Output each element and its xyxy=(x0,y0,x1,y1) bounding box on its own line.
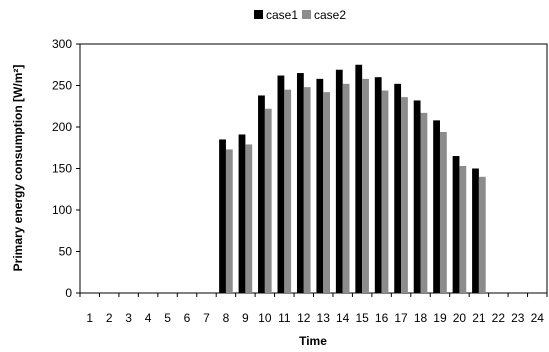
bar-case2-16 xyxy=(381,90,389,293)
x-tick-label: 6 xyxy=(184,311,191,325)
x-tick-label: 16 xyxy=(375,311,389,325)
legend-swatch-case1 xyxy=(254,10,263,19)
x-tick-label: 15 xyxy=(355,311,369,325)
bar-case2-15 xyxy=(362,78,369,293)
x-tick-label: 20 xyxy=(453,311,467,325)
x-tick-label: 13 xyxy=(317,311,331,325)
bar-case2-21 xyxy=(478,176,486,293)
y-axis: 0 50 100 150 200 250 300 xyxy=(52,37,80,300)
x-tick-label: 23 xyxy=(511,311,525,325)
bar-case1-13 xyxy=(316,78,324,293)
bar-case2-20 xyxy=(459,166,467,293)
bar-case2-12 xyxy=(303,87,311,293)
bar-case1-11 xyxy=(277,75,285,293)
x-tick-label: 8 xyxy=(223,311,230,325)
x-tick-label: 1 xyxy=(86,311,93,325)
bar-case2-18 xyxy=(420,112,428,293)
x-tick-label: 22 xyxy=(492,311,506,325)
x-tick-label: 9 xyxy=(242,311,249,325)
x-tick-label: 11 xyxy=(278,311,291,325)
x-tick-label: 17 xyxy=(394,311,408,325)
x-tick-label: 18 xyxy=(414,311,428,325)
bar-case2-14 xyxy=(342,83,350,293)
x-tick-label: 10 xyxy=(258,311,272,325)
x-tick-label: 12 xyxy=(297,311,311,325)
bar-case1-8 xyxy=(219,139,226,293)
y-tick-label: 100 xyxy=(52,203,72,217)
bar-case1-16 xyxy=(374,77,382,293)
y-tick-label: 200 xyxy=(52,120,72,134)
y-axis-title: Primary energy consumption [W/m²] xyxy=(11,65,25,272)
legend-label-case1: case1 xyxy=(266,8,298,22)
bar-case2-10 xyxy=(264,108,272,294)
bar-case1-12 xyxy=(296,73,304,293)
x-tick-label: 19 xyxy=(433,311,447,325)
bar-case1-10 xyxy=(258,95,265,294)
bar-case1-9 xyxy=(238,134,246,293)
bar-case2-11 xyxy=(284,89,292,294)
bar-case1-18 xyxy=(413,100,421,293)
legend-label-case2: case2 xyxy=(314,8,346,22)
legend-swatch-case2 xyxy=(302,10,311,19)
bar-case1-21 xyxy=(472,168,479,293)
x-tick-label: 5 xyxy=(164,311,171,325)
bar-case2-9 xyxy=(245,144,253,293)
bar-case1-15 xyxy=(355,64,363,293)
y-tick-label: 150 xyxy=(52,162,72,176)
bar-case1-14 xyxy=(335,69,343,293)
x-tick-label: 21 xyxy=(472,311,486,325)
bar-case2-13 xyxy=(323,92,331,293)
y-tick-label: 50 xyxy=(59,245,73,259)
bar-case2-19 xyxy=(439,131,447,293)
bar-case1-20 xyxy=(452,156,460,293)
bar-case2-17 xyxy=(401,97,408,294)
y-tick-label: 300 xyxy=(52,37,72,51)
x-tick-label: 2 xyxy=(106,311,113,325)
y-tick-label: 0 xyxy=(65,286,72,300)
x-tick-label: 3 xyxy=(125,311,132,325)
x-axis-title: Time xyxy=(299,334,327,348)
bar-case1-17 xyxy=(394,83,402,293)
bar-case2-8 xyxy=(225,149,233,293)
x-tick-label: 4 xyxy=(145,311,152,325)
x-axis: 1 2 3 4 5 6 7 8 9 10 11 12 13 14 15 16 17 18 19 20 21 22 23 24 xyxy=(79,293,548,325)
legend: case1 case2 xyxy=(254,8,346,22)
bar-case1-19 xyxy=(433,120,440,293)
x-tick-label: 7 xyxy=(203,311,210,325)
y-tick-label: 250 xyxy=(52,79,72,93)
x-tick-label: 24 xyxy=(531,311,545,325)
x-tick-label: 14 xyxy=(336,311,350,325)
bars xyxy=(219,64,486,294)
